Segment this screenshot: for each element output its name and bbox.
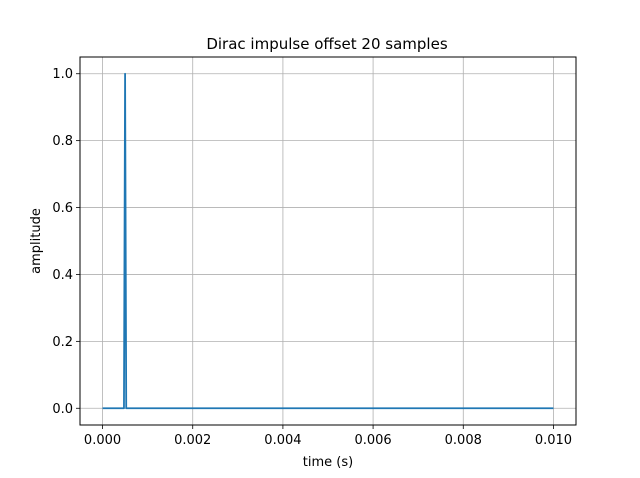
x-tick-label: 0.006 (354, 433, 391, 448)
series-layer (102, 72, 554, 410)
x-tick-label: 0.000 (84, 433, 121, 448)
grid (80, 57, 576, 425)
y-axis-label: amplitude (29, 208, 44, 274)
plot-frame (79, 56, 577, 426)
chart-title: Dirac impulse offset 20 samples (206, 35, 447, 53)
y-ticks: 0.0 0.2 0.4 0.6 0.8 1.0 (52, 67, 80, 417)
x-tick-label: 0.002 (174, 433, 211, 448)
x-tick-label: 0.008 (445, 433, 482, 448)
y-tick-label: 1.0 (52, 67, 73, 82)
x-axis-label: time (s) (303, 455, 353, 470)
x-ticks: 0.000 0.002 0.004 0.006 0.008 0.010 (84, 425, 572, 448)
y-tick-label: 0.0 (52, 402, 73, 417)
y-tick-label: 0.2 (52, 335, 73, 350)
series-line (102, 72, 554, 410)
y-tick-label: 0.4 (52, 268, 73, 283)
y-tick-label: 0.8 (52, 134, 73, 149)
y-tick-label: 0.6 (52, 201, 73, 216)
x-tick-label: 0.010 (535, 433, 572, 448)
x-tick-label: 0.004 (264, 433, 301, 448)
